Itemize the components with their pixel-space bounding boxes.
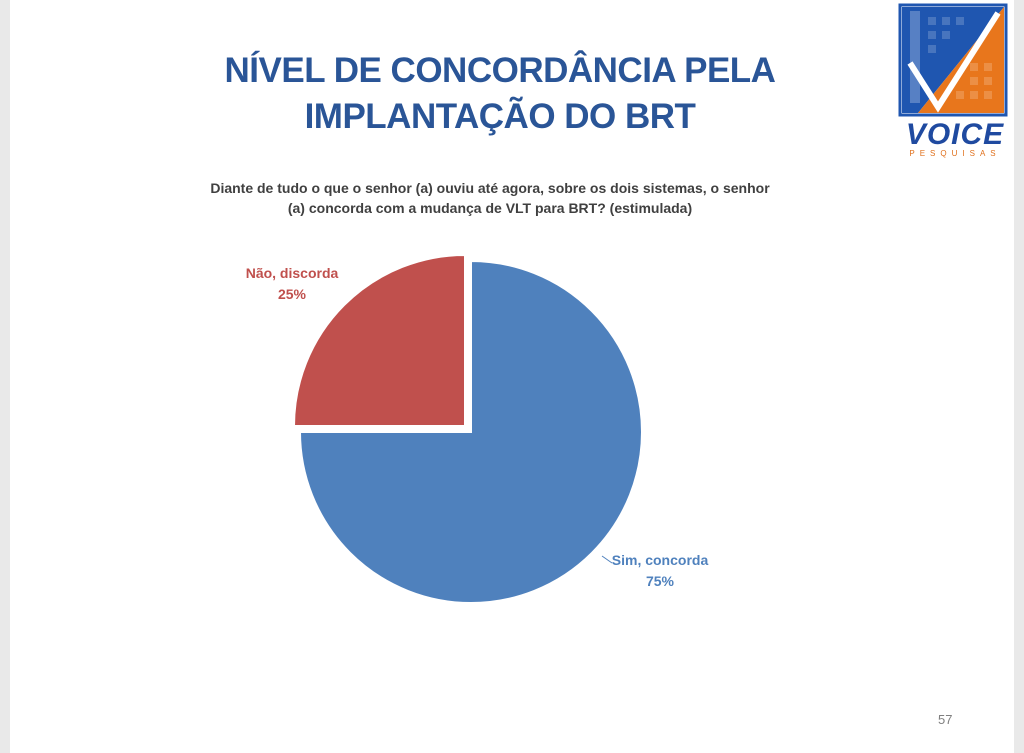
question-line-1: Diante de tudo o que o senhor (a) ouviu …: [210, 180, 770, 196]
logo-wordmark: VOICE: [905, 118, 1005, 151]
pie-chart: Não, discorda 25% Sim, concorda 75%: [246, 253, 709, 604]
slide-title: NÍVEL DE CONCORDÂNCIA PELA IMPLANTAÇÃO D…: [160, 48, 840, 140]
title-line-2: IMPLANTAÇÃO DO BRT: [304, 97, 696, 136]
pie-slice-sim-concorda: [298, 259, 643, 604]
question-line-2: (a) concorda com a mudança de VLT para B…: [287, 200, 693, 216]
page-number: 57: [938, 712, 953, 727]
slice-percent-sim: 75%: [646, 573, 675, 589]
title-line-1: NÍVEL DE CONCORDÂNCIA PELA: [224, 51, 776, 90]
leader-line-sim: [601, 555, 613, 564]
logo-subtext: PESQUISAS: [909, 149, 1001, 158]
slice-label-nao: Não, discorda: [246, 265, 339, 281]
voice-logo-icon: [898, 3, 1008, 117]
question-text: Diante de tudo o que o senhor (a) ouviu …: [170, 178, 810, 218]
slice-label-sim: Sim, concorda: [612, 552, 709, 568]
slice-percent-nao: 25%: [278, 286, 307, 302]
slide: NÍVEL DE CONCORDÂNCIA PELA IMPLANTAÇÃO D…: [10, 0, 1014, 753]
pie-slice-nao-discorda: [292, 253, 466, 427]
